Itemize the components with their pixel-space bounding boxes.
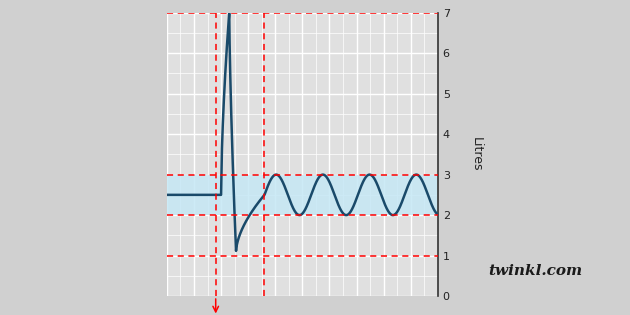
Text: twinkl.com: twinkl.com	[488, 264, 583, 278]
Bar	[167, 175, 438, 215]
Y-axis label: Litres: Litres	[469, 137, 483, 172]
